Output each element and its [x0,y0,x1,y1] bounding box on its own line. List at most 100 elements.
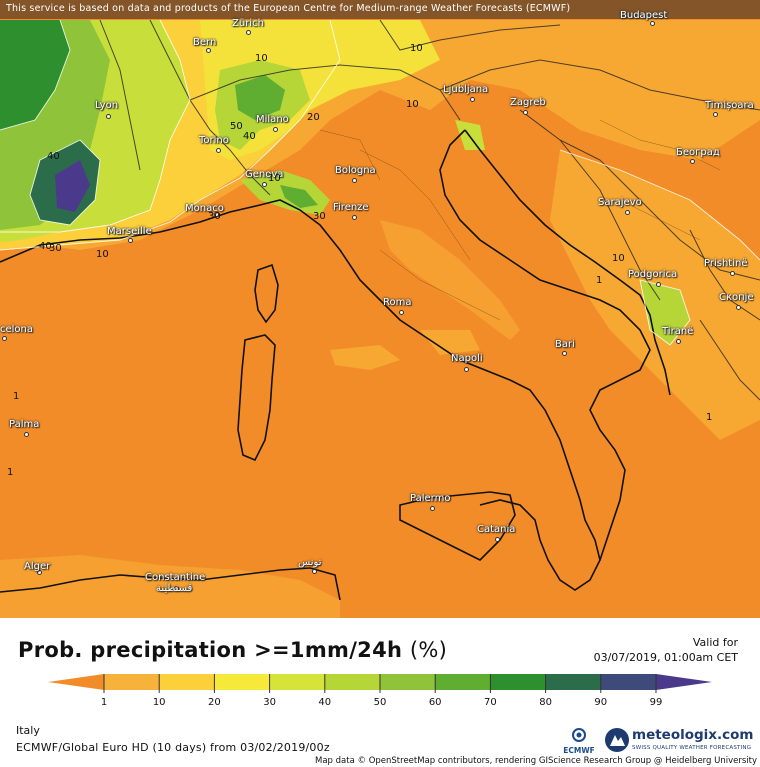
city-sarajevo: Sarajevo [598,197,642,208]
city-dot [246,30,251,35]
contour-label: 1 [7,467,14,478]
colorbar-segment [435,674,491,690]
coast-dalmatia [464,129,671,396]
coast-sardinia [237,334,276,462]
brand-tagline: SWISS QUALITY WEATHER FORECASTING [632,745,752,751]
contour-label: 10 [255,53,268,64]
city-bologna: Bologna [335,165,376,176]
contour-lines [0,19,760,346]
contour-label: 20 [307,112,320,123]
data-source-banner: This service is based on data and produc… [0,0,760,19]
attribution-text: Map data © OpenStreetMap contributors, r… [315,756,757,766]
city-roma: Roma [383,297,412,308]
zone-africa [0,555,340,618]
city-lyon: Lyon [95,100,119,111]
city-palma: Palma [9,419,40,430]
contour-label: 30 [49,243,62,254]
map-title: Prob. precipitation >=1mm/24h (%) [18,638,447,662]
city-dot [273,127,278,132]
brand-name: meteologix.com [632,727,754,743]
city-alger: Alger [24,561,51,572]
precipitation-map [0,0,760,618]
contour-label: 1 [13,391,20,402]
city-dot [736,305,741,310]
title-text: Prob. precipitation >=1mm/24h [18,638,403,662]
city-dot [206,48,211,53]
city-barcelona: celona [0,324,34,335]
city-dot [562,351,567,356]
ecmwf-icon [572,728,586,742]
coast-france-italy [0,199,601,591]
coast-sicily [399,491,516,561]
borders [99,19,760,401]
colorbar-tick-label: 80 [539,697,552,708]
city-constantine-arabic: قسنطينة [156,583,193,594]
colorbar-segment [159,674,215,690]
coast-north-africa [0,567,341,601]
admin-borders [319,119,721,321]
city-dot [216,148,221,153]
city-dot [430,506,435,511]
city-constantine: Constantine [145,572,206,583]
zone-80-90 [0,20,70,130]
city-dot [676,339,681,344]
city-beograd: Београд [676,147,720,158]
zone-90-99 [55,160,90,212]
meteologix-logo: meteologix.com SWISS QUALITY WEATHER FOR… [604,726,753,758]
city-dot [106,114,111,119]
title-unit: (%) [409,638,448,662]
city-firenze: Firenze [333,202,369,213]
colorbar-arrow-high [656,674,712,690]
banner-text: This service is based on data and produc… [6,3,571,14]
city-catania: Catania [477,524,516,535]
city-budapest: Budapest [620,10,668,21]
colorbar-segment [324,674,381,690]
ecmwf-label: ECMWF [563,746,595,755]
colorbar-tick-label: 99 [649,697,663,708]
city-zagreb: Zagreb [510,97,546,108]
city-dot [470,97,475,102]
colorbar-segment [490,674,547,690]
city-monaco: Monaco [185,203,224,214]
city-dot [495,537,500,542]
colorbar-segment [545,674,602,690]
city-dot [625,210,630,215]
valid-label: Valid for [692,636,738,649]
colorbar [48,674,712,693]
city-dot [24,432,29,437]
city-ljubljana: Ljubljana [443,84,489,95]
city-bern: Bern [193,37,217,48]
contour-label: 40 [243,131,256,142]
city-skopje: Скопје [719,292,754,303]
contour-label: 40 [47,151,60,162]
city-dot [523,110,528,115]
zone-50-70-liguria [280,185,318,208]
city-napoli: Napoli [451,353,483,364]
colorbar-tick-label: 40 [318,697,332,708]
contour-label: 10 [96,249,109,260]
city-torino: Torino [199,135,229,146]
colorbar-segment [104,674,160,690]
colorbar-tick-label: 10 [152,697,166,708]
city-dot [37,570,42,575]
contour-label: 50 [230,121,243,132]
contour-label: 40 [39,241,52,252]
city-palermo: Palermo [410,493,451,504]
city-milano: Milano [256,114,289,125]
city-dot [312,569,317,574]
city-dot [650,21,655,26]
contour-label: 30 [208,211,221,222]
colorbar-tick-label: 90 [594,697,608,708]
city-dot [690,159,695,164]
contour-label: 1 [706,412,713,423]
city-dot [352,215,357,220]
city-dot [174,586,179,591]
contour-label: 10 [406,99,419,110]
model-info: ECMWF/Global Euro HD (10 days) from 03/0… [16,741,330,754]
colorbar-tick-label: 1 [100,697,108,708]
city-dot [464,367,469,372]
city-dot [730,271,735,276]
valid-time-block: Valid for 03/07/2019, 01:00am CET [594,635,738,665]
city-bari: Bari [555,339,575,350]
meteologix-icon [605,728,629,752]
